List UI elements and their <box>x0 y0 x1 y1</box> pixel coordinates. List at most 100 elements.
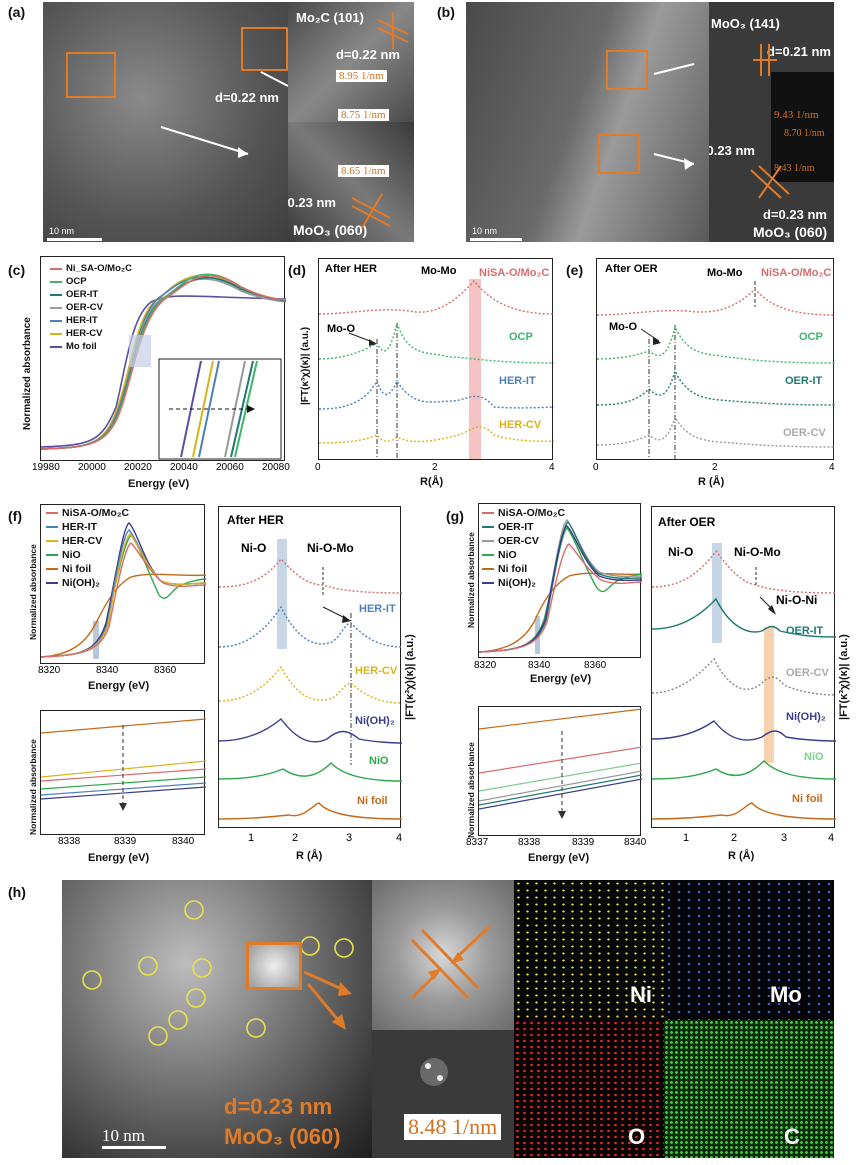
panel-b-d-spacing-2: d=0.23 nm <box>709 143 755 158</box>
panel-h-map-ni-label: Ni <box>630 982 652 1007</box>
legend-her-it: HER-IT <box>46 520 129 534</box>
panel-g-xlabel-top: Energy (eV) <box>530 673 592 685</box>
panel-a-fft-label-1: 8.95 1/nm <box>336 70 387 82</box>
panel-h-map-c: C <box>664 1020 834 1158</box>
panel-a-fft-label-2: 8.75 1/nm <box>338 109 389 121</box>
xtick: 8338 <box>58 836 81 847</box>
xtick: 8320 <box>474 660 497 671</box>
panel-f-ft-xlabel: R (Å) <box>296 850 323 862</box>
panel-g-ni-o-label: Ni-O <box>668 545 694 559</box>
panel-g-curve-label-nifoil: Ni foil <box>792 793 823 805</box>
panel-h-plane: MoO₃ (060) <box>224 1124 341 1149</box>
panel-g-curve-oerit <box>651 597 837 638</box>
panel-g-curve-oercv <box>651 657 837 696</box>
panel-d-mo-mo-label: Mo-Mo <box>421 265 457 277</box>
panel-g-curve-label-nio: NiO <box>804 751 824 763</box>
panel-f-ft-plot: After HER Ni-O Ni-O-Mo HER-IT HER-CV Ni(… <box>218 506 403 828</box>
legend-nio: NiO <box>46 548 129 562</box>
panel-b-d-spacing-3: d=0.23 nm <box>763 207 827 222</box>
panel-g-curve-nisa <box>651 549 837 594</box>
panel-h-single-atom-markers <box>82 900 354 1046</box>
legend-nioh2: Ni(OH)₂ <box>482 576 565 590</box>
xtick: 8360 <box>154 665 177 676</box>
panel-d-xticks: 0 2 4 <box>315 462 558 476</box>
panel-a-tem-image: d=0.22 nm 10 nm <box>43 2 288 242</box>
panel-h-haadf-image: d=0.23 nm MoO₃ (060) 10 nm <box>62 880 372 1158</box>
panel-f-zoom-chart <box>40 718 207 811</box>
panel-a-mo2c-plane: Mo₂C (101) <box>296 10 364 25</box>
panel-f-xanes-chart <box>40 522 207 659</box>
panel-a-lattice-marks <box>351 12 409 229</box>
panel-c-xlabel: Energy (eV) <box>128 478 190 490</box>
panel-c-legend: Ni_SA-O/Mo₂C OCP OER-IT OER-CV HER-IT HE… <box>50 262 132 353</box>
legend-nisa: NiSA-O/Mo₂C <box>482 506 565 520</box>
xtick: 1 <box>683 832 690 844</box>
panel-f-curve-nifoil <box>218 802 403 820</box>
legend-nisa: NiSA-O/Mo₂C <box>46 506 129 520</box>
xtick: 8340 <box>624 837 647 848</box>
panel-e-mo-o-label: Mo-O <box>609 321 638 333</box>
panel-b-fft-label-3: 8.43 1/nm <box>774 163 815 174</box>
panel-b-lattice-marks <box>750 44 790 199</box>
panel-f-ft-ylabel: |FT(κ³χ)(κ)| (a.u.) <box>404 634 416 720</box>
legend-her-cv: HER-CV <box>50 327 132 340</box>
panel-d-ylabel: |FT(κ³χ)(κ)| (a.u.) <box>300 326 311 405</box>
xtick: 20040 <box>170 462 198 473</box>
panel-f-xanes-plot <box>40 504 207 664</box>
panel-g-curve-nioh2 <box>478 525 643 653</box>
panel-a-inset-column: Mo₂C (101) d=0.22 nm 8.95 1/nm 8.75 1/nm… <box>288 2 414 242</box>
panel-g-xanes-plot <box>478 503 643 658</box>
xtick: 0 <box>315 462 321 473</box>
panel-g-curve-label-nioh2: Ni(OH)₂ <box>786 711 826 723</box>
panel-h-map-ni: Ni <box>514 880 664 1020</box>
panel-a-roi-box-left <box>66 52 116 98</box>
panel-e-ft-chart <box>596 281 836 459</box>
panel-g-curve-nio <box>651 760 837 780</box>
panel-f-curve-label-nifoil: Ni foil <box>357 795 388 807</box>
panel-d-xlabel: R(Å) <box>420 476 444 488</box>
panel-b-moo3-060-plane: MoO₃ (060) <box>753 224 828 240</box>
panel-g-zoom-chart <box>478 708 643 819</box>
panel-a-letter: (a) <box>8 4 26 20</box>
xtick: 2 <box>731 832 738 844</box>
panel-b-fft-label-1: 9.43 1/nm <box>771 109 822 121</box>
xtick: 2 <box>712 462 718 473</box>
xtick: 8360 <box>584 660 607 671</box>
panel-a-d-spacing-3: d=0.23 nm <box>288 195 336 210</box>
panel-h-map-mo-label: Mo <box>770 982 802 1007</box>
legend-ni-foil: Ni foil <box>482 562 565 576</box>
panel-e-curve-label-nisa: NiSA-O/Mo₂C <box>761 267 832 279</box>
panel-f-legend: NiSA-O/Mo₂C HER-IT HER-CV NiO Ni foil Ni… <box>46 506 129 590</box>
legend-her-it: HER-IT <box>50 314 132 327</box>
xtick: 4 <box>549 462 555 473</box>
panel-f-ni-o-mo-label: Ni-O-Mo <box>307 541 354 555</box>
panel-d-curve-label-hercv: HER-CV <box>499 419 542 431</box>
panel-e-letter: (e) <box>566 262 584 278</box>
panel-h-letter: (h) <box>8 884 26 900</box>
panel-g-ft-xticks: 1 2 3 4 <box>651 832 841 846</box>
panel-g-ft-xlabel: R (Å) <box>728 850 755 862</box>
legend-ni-foil: Ni foil <box>46 562 129 576</box>
panel-b-inset-fft <box>771 72 834 182</box>
panel-g-ft-chart <box>651 543 837 820</box>
panel-d-curve-label-ocp: OCP <box>509 331 533 343</box>
panel-f-curve-hercv <box>40 533 207 658</box>
legend-mo-foil: Mo foil <box>50 340 132 353</box>
panel-g-curve-label-oerit: OER-IT <box>786 625 824 637</box>
xtick: 20000 <box>78 462 106 473</box>
panel-d-mo-o-label: Mo-O <box>327 323 356 335</box>
legend-oer-cv: OER-CV <box>482 534 565 548</box>
panel-c-ylabel: Normalized absorbance <box>22 317 33 430</box>
panel-d-ft-chart <box>318 279 555 459</box>
panel-f-xticks-top: 8320 8340 8360 <box>38 665 210 679</box>
panel-d-curve-ocp <box>318 320 555 364</box>
panel-f-ft-title: After HER <box>227 513 284 527</box>
xtick: 4 <box>829 462 835 473</box>
panel-h-roi-box <box>246 942 302 990</box>
legend-her-cv: HER-CV <box>46 534 129 548</box>
xtick: 19980 <box>32 462 60 473</box>
panel-d-curve-label-herit: HER-IT <box>499 375 536 387</box>
panel-a-d-spacing-1: d=0.22 nm <box>215 90 279 105</box>
panel-h-d-spacing: d=0.23 nm <box>224 1094 333 1119</box>
panel-f-ft-xticks: 1 2 3 4 <box>218 832 408 846</box>
